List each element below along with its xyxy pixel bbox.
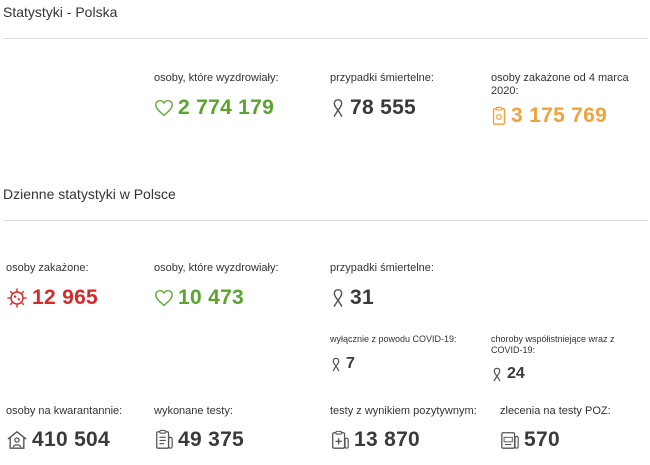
summary-recovered-card: osoby, które wyzdrowiały: 2 774 179 — [154, 72, 314, 120]
daily-quarantine-value: 410 504 — [32, 428, 111, 451]
daily-positive-tests-label: testy z wynikiem pozytywnym: — [330, 405, 477, 417]
daily-infected-value: 12 965 — [32, 286, 99, 309]
test-positive-icon — [332, 430, 349, 449]
daily-poz-orders-value: 570 — [524, 428, 560, 451]
ribbon-icon — [333, 99, 343, 117]
clipboard-virus-icon — [492, 106, 506, 125]
summary-divider — [3, 38, 648, 39]
daily-tests-label: wykonane testy: — [154, 405, 233, 417]
ribbon-icon — [333, 289, 343, 307]
daily-quarantine-card: osoby na kwarantannie: 410 504 — [6, 405, 151, 452]
ribbon-icon — [493, 367, 501, 381]
ribbon-icon — [332, 357, 340, 371]
heart-icon — [155, 99, 173, 117]
daily-poz-orders-card: zlecenia na testy POZ: 570 — [500, 405, 645, 452]
daily-deaths-covid-only-value: 7 — [346, 355, 355, 372]
daily-poz-orders-label: zlecenia na testy POZ: — [500, 405, 611, 417]
summary-recovered-label: osoby, które wyzdrowiały: — [154, 72, 279, 84]
summary-deaths-value: 78 555 — [350, 96, 417, 119]
daily-tests-value: 49 375 — [178, 428, 245, 451]
heart-icon — [155, 289, 173, 307]
summary-deaths-card: przypadki śmiertelne: 78 555 — [330, 72, 480, 120]
daily-section-title: Dzienne statystyki w Polsce — [3, 186, 176, 202]
daily-deaths-label: przypadki śmiertelne: — [330, 262, 434, 274]
daily-deaths-comorbid-card: choroby współistniejące wraz z COVID-19:… — [491, 334, 643, 383]
daily-tests-card: wykonane testy: 49 375 — [154, 405, 304, 452]
daily-deaths-card: przypadki śmiertelne: 31 — [330, 262, 490, 310]
daily-deaths-comorbid-value: 24 — [507, 365, 525, 382]
daily-quarantine-label: osoby na kwarantannie: — [6, 405, 123, 417]
daily-deaths-value: 31 — [350, 286, 374, 309]
house-person-icon — [7, 431, 27, 449]
summary-recovered-value: 2 774 179 — [178, 96, 275, 119]
summary-section-title: Statystyki - Polska — [3, 4, 118, 20]
summary-infected-card: osoby zakażone od 4 marca 2020: 3 175 76… — [491, 72, 641, 128]
daily-deaths-covid-only-label: wyłącznie z powodu COVID-19: — [330, 334, 457, 344]
summary-deaths-label: przypadki śmiertelne: — [330, 72, 434, 84]
daily-recovered-value: 10 473 — [178, 286, 245, 309]
daily-infected-label: osoby zakażone: — [6, 262, 89, 274]
daily-infected-card: osoby zakażone: 12 965 — [6, 262, 146, 310]
daily-recovered-label: osoby, które wyzdrowiały: — [154, 262, 279, 274]
clipboard-list-icon — [156, 429, 173, 449]
daily-positive-tests-card: testy z wynikiem pozytywnym: 13 870 — [330, 405, 495, 452]
daily-deaths-comorbid-label: choroby współistniejące wraz z COVID-19: — [491, 334, 615, 355]
summary-infected-label: osoby zakażone od 4 marca 2020: — [491, 72, 629, 97]
daily-recovered-card: osoby, które wyzdrowiały: 10 473 — [154, 262, 314, 310]
summary-infected-value: 3 175 769 — [511, 104, 608, 127]
daily-deaths-covid-only-card: wyłącznie z powodu COVID-19: 7 — [330, 334, 480, 373]
daily-divider — [3, 220, 648, 221]
virus-icon — [7, 288, 27, 308]
poz-test-icon — [501, 432, 519, 449]
daily-positive-tests-value: 13 870 — [354, 428, 421, 451]
